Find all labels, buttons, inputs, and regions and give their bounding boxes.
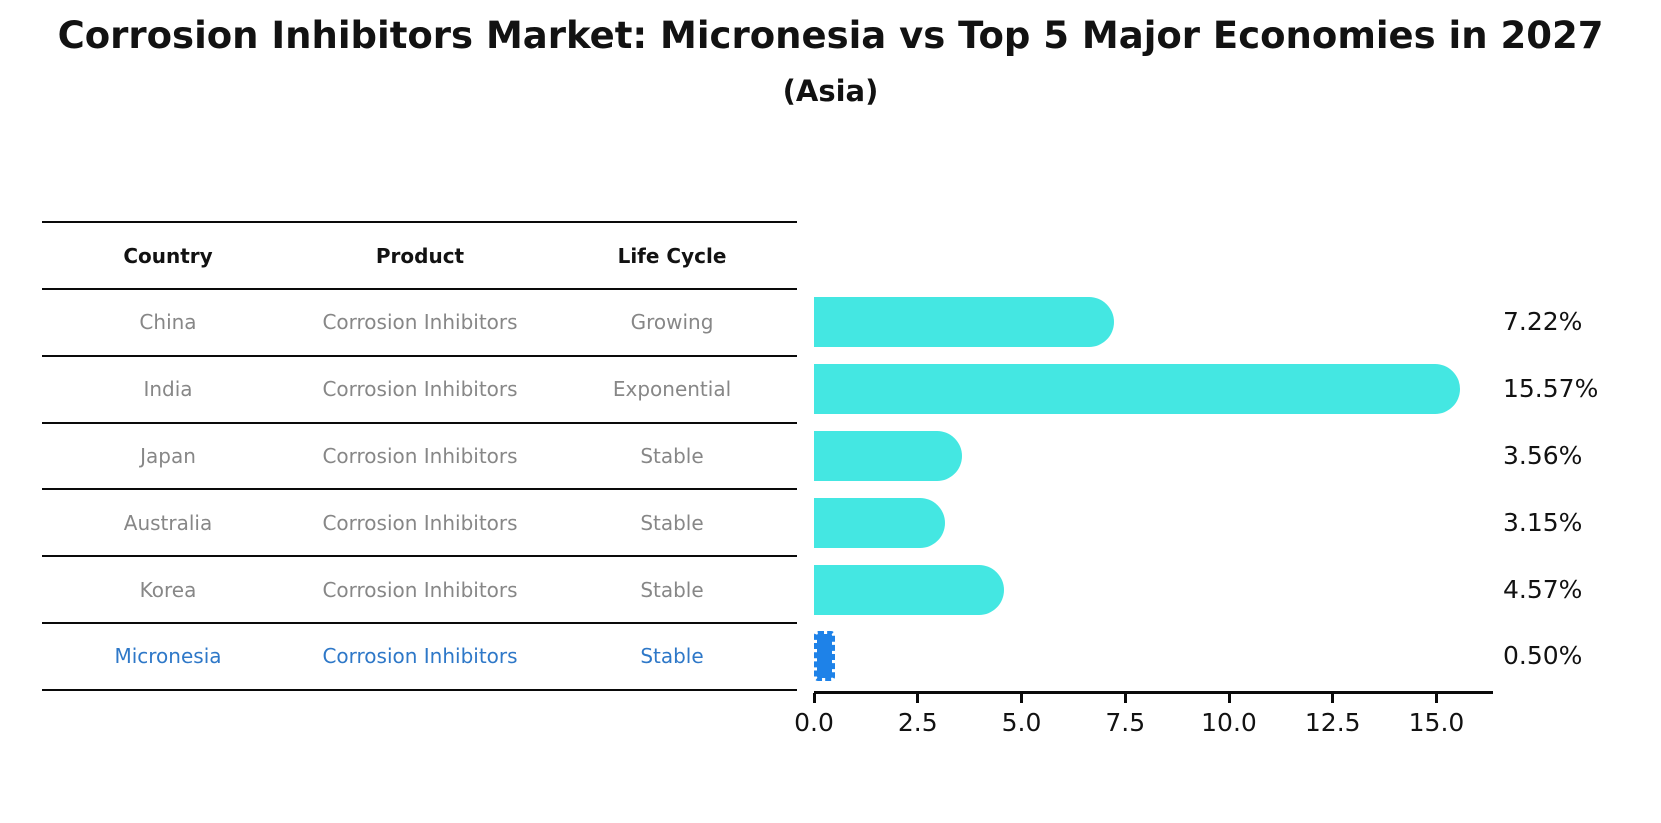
- value-label: 4.57%: [1503, 574, 1583, 604]
- table-cell: Korea: [139, 577, 197, 602]
- row-divider: [42, 688, 797, 691]
- x-tick-mark: [1227, 693, 1231, 703]
- table-cell: Corrosion Inhibitors: [322, 644, 518, 669]
- bar: [814, 497, 945, 548]
- table-cell: Growing: [630, 310, 714, 335]
- chart-subtitle: (Asia): [782, 74, 879, 108]
- x-tick-mark: [916, 693, 920, 703]
- table-cell: Stable: [640, 644, 704, 669]
- table-cell: China: [139, 310, 197, 335]
- row-divider: [42, 288, 797, 290]
- bar: [814, 564, 1004, 615]
- x-tick-label: 15.0: [1408, 708, 1465, 737]
- table-header-product: Product: [375, 244, 465, 268]
- x-tick-mark: [1331, 693, 1335, 703]
- table-cell: India: [143, 377, 193, 402]
- table-cell: Corrosion Inhibitors: [322, 377, 518, 402]
- table-cell: Australia: [123, 510, 213, 535]
- row-divider: [42, 622, 797, 624]
- bar: [814, 431, 962, 481]
- table-cell: Corrosion Inhibitors: [322, 510, 518, 535]
- table-cell: Corrosion Inhibitors: [322, 444, 518, 468]
- row-divider: [42, 354, 797, 357]
- value-label: 3.15%: [1503, 507, 1583, 537]
- table-cell: Micronesia: [114, 644, 222, 669]
- row-divider: [42, 421, 797, 424]
- value-label: 15.57%: [1503, 374, 1599, 404]
- table-cell: Stable: [640, 510, 704, 535]
- table-cell: Corrosion Inhibitors: [322, 310, 518, 335]
- x-tick-label: 0.0: [794, 708, 834, 737]
- chart-title: Corrosion Inhibitors Market: Micronesia …: [57, 14, 1604, 57]
- bar-highlight: [814, 631, 835, 682]
- x-tick-mark: [812, 693, 816, 703]
- row-divider: [42, 221, 797, 223]
- table-cell: Stable: [640, 444, 704, 468]
- x-axis-line: [814, 691, 1493, 694]
- table-cell: Stable: [640, 577, 704, 602]
- table-cell: Corrosion Inhibitors: [322, 577, 518, 602]
- x-tick-mark: [1435, 693, 1438, 703]
- row-divider: [42, 555, 797, 558]
- table-header-country: Country: [123, 244, 213, 268]
- x-tick-label: 2.5: [897, 708, 938, 737]
- table-cell: Exponential: [612, 377, 732, 402]
- row-divider: [42, 488, 797, 491]
- value-label: 7.22%: [1503, 307, 1583, 337]
- bar: [814, 364, 1461, 415]
- x-tick-label: 7.5: [1105, 708, 1146, 737]
- value-label: 0.50%: [1503, 641, 1583, 671]
- x-tick-mark: [1020, 693, 1023, 703]
- value-label: 3.56%: [1503, 441, 1583, 470]
- table-header-life-cycle: Life Cycle: [617, 244, 727, 268]
- x-tick-label: 12.5: [1304, 708, 1361, 737]
- bar: [814, 297, 1114, 348]
- table-cell: Japan: [140, 444, 196, 468]
- x-tick-label: 5.0: [1001, 708, 1042, 737]
- x-tick-mark: [1123, 693, 1127, 703]
- x-tick-label: 10.0: [1201, 708, 1257, 737]
